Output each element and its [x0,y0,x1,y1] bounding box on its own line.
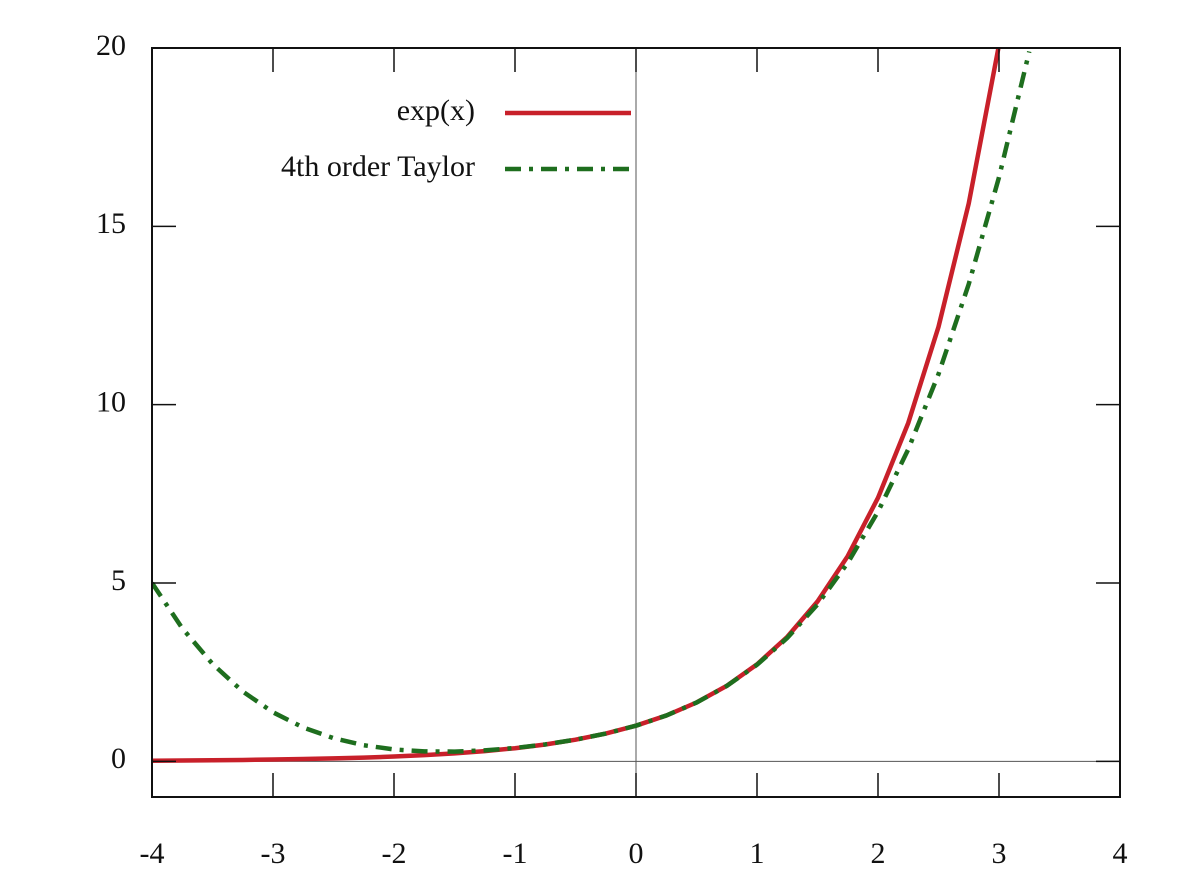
x-tick-label: -1 [503,837,528,870]
y-tick-label: 0 [111,742,126,775]
zero-axes [152,48,1120,797]
series-line [152,51,1032,754]
x-tick-label: 2 [871,837,886,870]
axes: 0 5 10 15 20 -4 -3 -2 -1 0 1 2 3 4 [96,29,1128,870]
x-tick-label: -4 [140,837,165,870]
y-tick-label: 20 [96,29,126,62]
legend-label: exp(x) [397,94,475,127]
legend-label: 4th order Taylor [281,150,475,183]
x-tick-label: 0 [629,837,644,870]
y-tick-label: 10 [96,386,126,419]
x-tick-label: -3 [261,837,286,870]
series-line [152,48,1001,763]
x-tick-label: 4 [1113,837,1128,870]
y-tick-label: 5 [111,564,126,597]
plot-area [152,48,1032,763]
x-tick-label: 3 [992,837,1007,870]
x-tick-label: 1 [750,837,765,870]
legend: exp(x) 4th order Taylor [281,94,631,183]
x-tick-label: -2 [382,837,407,870]
y-tick-label: 15 [96,207,126,240]
